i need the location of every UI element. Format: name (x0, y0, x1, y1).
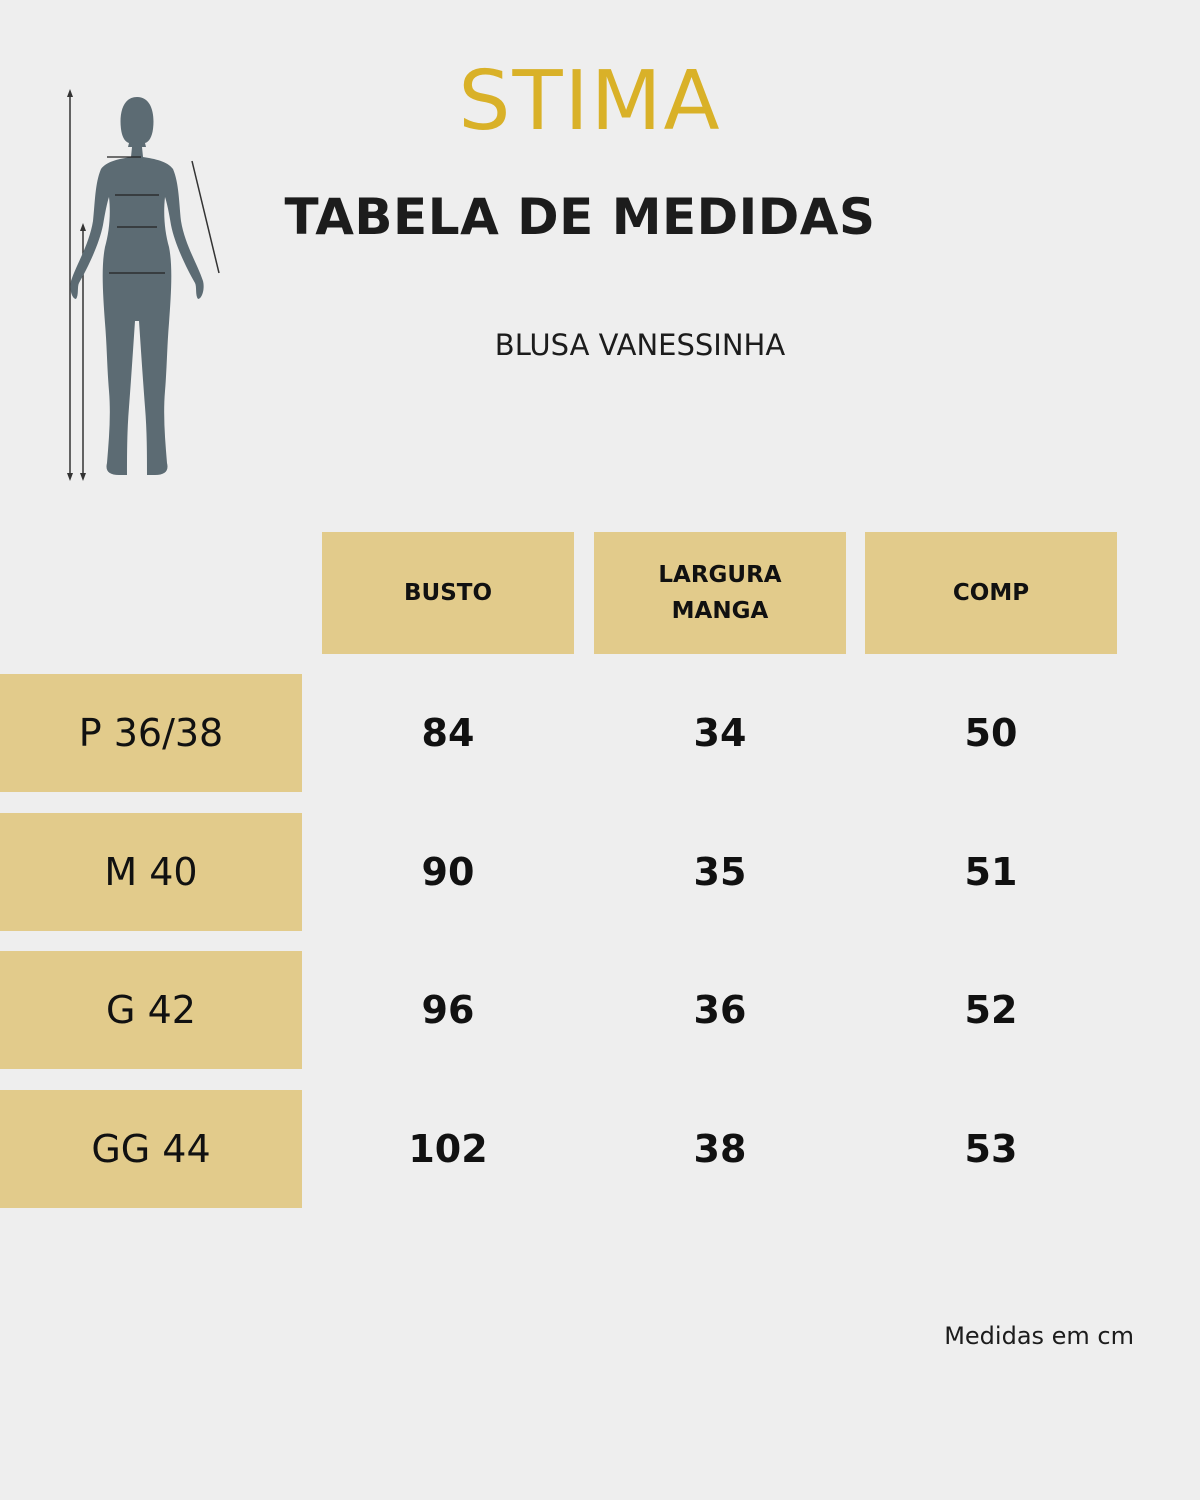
table-cell-busto: 102 (408, 1127, 488, 1171)
table-cell-largura-manga: 38 (693, 1127, 747, 1171)
table-cell-comp: 51 (964, 850, 1018, 894)
page-title: TABELA DE MEDIDAS (284, 188, 876, 246)
table-cell-busto: 84 (421, 711, 475, 755)
units-footnote: Medidas em cm (944, 1322, 1134, 1350)
table-cell-busto: 90 (421, 850, 475, 894)
row-label-size: P 36/38 (0, 674, 302, 792)
row-label-size: GG 44 (0, 1090, 302, 1208)
row-label-size: M 40 (0, 813, 302, 931)
column-header-largura-manga: LARGURA MANGA (594, 532, 846, 654)
column-header-comp: COMP (865, 532, 1117, 654)
table-cell-busto: 96 (421, 988, 475, 1032)
table-cell-largura-manga: 36 (693, 988, 747, 1032)
row-label-size: G 42 (0, 951, 302, 1069)
table-cell-comp: 52 (964, 988, 1018, 1032)
table-cell-comp: 53 (964, 1127, 1018, 1171)
product-name: BLUSA VANESSINHA (494, 328, 786, 362)
brand-logo: STIMA (458, 54, 722, 149)
table-cell-largura-manga: 35 (693, 850, 747, 894)
table-cell-largura-manga: 34 (693, 711, 747, 755)
body-measurement-figure-icon (67, 89, 220, 481)
table-cell-comp: 50 (964, 711, 1018, 755)
column-header-busto: BUSTO (322, 532, 574, 654)
